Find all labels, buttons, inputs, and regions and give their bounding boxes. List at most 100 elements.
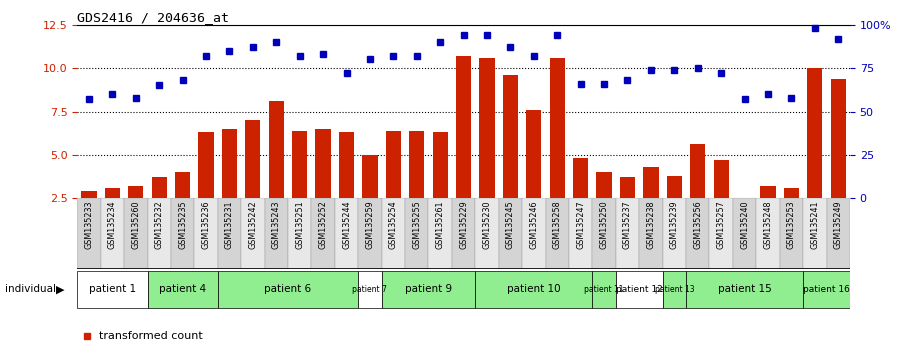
Text: patient 9: patient 9 bbox=[405, 284, 452, 295]
Text: GSM135234: GSM135234 bbox=[108, 200, 117, 249]
Text: individual: individual bbox=[5, 284, 55, 295]
Bar bbox=[756, 198, 780, 269]
Text: GSM135261: GSM135261 bbox=[435, 200, 445, 249]
Text: ▶: ▶ bbox=[56, 284, 65, 295]
Bar bbox=[288, 198, 312, 269]
Bar bbox=[644, 167, 658, 198]
Bar bbox=[639, 198, 663, 269]
Text: GSM135229: GSM135229 bbox=[459, 200, 468, 249]
Text: patient 13: patient 13 bbox=[654, 285, 694, 294]
Bar bbox=[358, 271, 382, 308]
Text: GSM135258: GSM135258 bbox=[553, 200, 562, 249]
Bar bbox=[573, 158, 588, 198]
Bar bbox=[803, 271, 850, 308]
Text: GSM135246: GSM135246 bbox=[529, 200, 538, 249]
Bar bbox=[499, 198, 522, 269]
Bar bbox=[714, 160, 729, 198]
Bar bbox=[526, 110, 542, 198]
Bar bbox=[456, 56, 471, 198]
Bar bbox=[128, 186, 144, 198]
Bar bbox=[690, 144, 705, 198]
Bar bbox=[245, 120, 261, 198]
Bar bbox=[686, 198, 709, 269]
Text: GSM135259: GSM135259 bbox=[365, 200, 375, 249]
Bar bbox=[596, 172, 612, 198]
Bar bbox=[101, 198, 125, 269]
Bar bbox=[666, 176, 682, 198]
Bar bbox=[428, 198, 452, 269]
Bar bbox=[147, 271, 218, 308]
Text: GSM135245: GSM135245 bbox=[506, 200, 514, 249]
Bar bbox=[433, 132, 448, 198]
Text: GSM135241: GSM135241 bbox=[810, 200, 819, 249]
Text: GSM135257: GSM135257 bbox=[716, 200, 725, 249]
Text: GSM135235: GSM135235 bbox=[178, 200, 187, 249]
Text: GSM135237: GSM135237 bbox=[623, 200, 632, 249]
Bar bbox=[292, 131, 307, 198]
Bar bbox=[409, 131, 425, 198]
Bar bbox=[760, 186, 775, 198]
Bar bbox=[405, 198, 428, 269]
Text: GSM135255: GSM135255 bbox=[413, 200, 421, 249]
Text: GSM135256: GSM135256 bbox=[694, 200, 703, 249]
Text: GSM135233: GSM135233 bbox=[85, 200, 94, 249]
Text: GSM135252: GSM135252 bbox=[319, 200, 327, 249]
Text: patient 15: patient 15 bbox=[718, 284, 772, 295]
Bar bbox=[198, 132, 214, 198]
Bar bbox=[269, 101, 284, 198]
Text: patient 7: patient 7 bbox=[353, 285, 387, 294]
Bar bbox=[241, 198, 265, 269]
Text: GSM135243: GSM135243 bbox=[272, 200, 281, 249]
Bar bbox=[82, 191, 96, 198]
Bar bbox=[312, 198, 335, 269]
Bar bbox=[479, 58, 494, 198]
Text: GSM135240: GSM135240 bbox=[740, 200, 749, 249]
Bar bbox=[593, 198, 615, 269]
Text: patient 11: patient 11 bbox=[584, 285, 624, 294]
Bar bbox=[222, 129, 237, 198]
Bar bbox=[780, 198, 803, 269]
Text: patient 10: patient 10 bbox=[507, 284, 561, 295]
Bar bbox=[620, 177, 635, 198]
Bar bbox=[195, 198, 218, 269]
Text: patient 6: patient 6 bbox=[265, 284, 312, 295]
Bar bbox=[171, 198, 195, 269]
Bar bbox=[784, 188, 799, 198]
Bar bbox=[569, 198, 593, 269]
Bar bbox=[475, 271, 593, 308]
Bar bbox=[709, 198, 733, 269]
Text: transformed count: transformed count bbox=[99, 331, 203, 341]
Bar bbox=[77, 271, 147, 308]
Text: patient 16: patient 16 bbox=[803, 285, 850, 294]
Bar bbox=[831, 79, 845, 198]
Bar bbox=[522, 198, 545, 269]
Bar bbox=[615, 198, 639, 269]
Text: GSM135244: GSM135244 bbox=[342, 200, 351, 249]
Bar bbox=[218, 271, 358, 308]
Text: GSM135236: GSM135236 bbox=[202, 200, 211, 249]
Text: GSM135231: GSM135231 bbox=[225, 200, 234, 249]
Text: patient 4: patient 4 bbox=[159, 284, 206, 295]
Bar bbox=[382, 198, 405, 269]
Bar bbox=[77, 198, 101, 269]
Text: GSM135242: GSM135242 bbox=[248, 200, 257, 249]
Bar bbox=[385, 131, 401, 198]
Bar bbox=[826, 198, 850, 269]
Bar bbox=[545, 198, 569, 269]
Bar bbox=[382, 271, 475, 308]
Bar bbox=[363, 155, 377, 198]
Bar bbox=[147, 198, 171, 269]
Bar bbox=[663, 198, 686, 269]
Bar bbox=[315, 129, 331, 198]
Bar bbox=[358, 198, 382, 269]
Bar bbox=[593, 271, 615, 308]
Bar bbox=[475, 198, 499, 269]
Bar bbox=[807, 68, 823, 198]
Bar bbox=[335, 198, 358, 269]
Bar bbox=[615, 271, 663, 308]
Bar bbox=[733, 198, 756, 269]
Bar bbox=[339, 132, 355, 198]
Bar bbox=[452, 198, 475, 269]
Text: GSM135238: GSM135238 bbox=[646, 200, 655, 249]
Text: GSM135260: GSM135260 bbox=[131, 200, 140, 249]
